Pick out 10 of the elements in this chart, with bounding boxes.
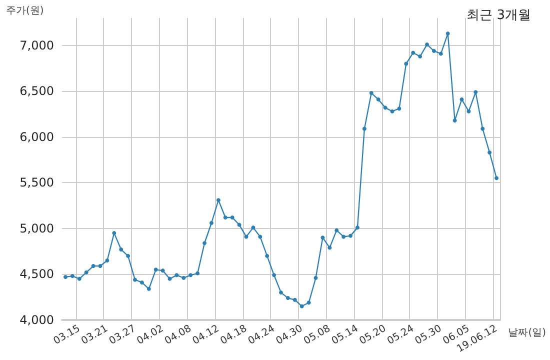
y-tick-label: 6,500 <box>20 84 54 98</box>
x-axis-title: 날짜(일) <box>508 328 546 338</box>
y-tick-label: 5,500 <box>20 176 54 190</box>
y-tick-label: 7,000 <box>20 38 54 52</box>
y-tick-label: 5,000 <box>20 221 54 236</box>
y-tick-label: 6,000 <box>20 130 54 144</box>
y-tick-label: 4,000 <box>20 313 54 327</box>
chart-title: 최근 3개월 <box>466 8 532 23</box>
y-tick-label: 4,500 <box>20 267 54 282</box>
y-axis-title: 주가(원) <box>6 6 44 16</box>
